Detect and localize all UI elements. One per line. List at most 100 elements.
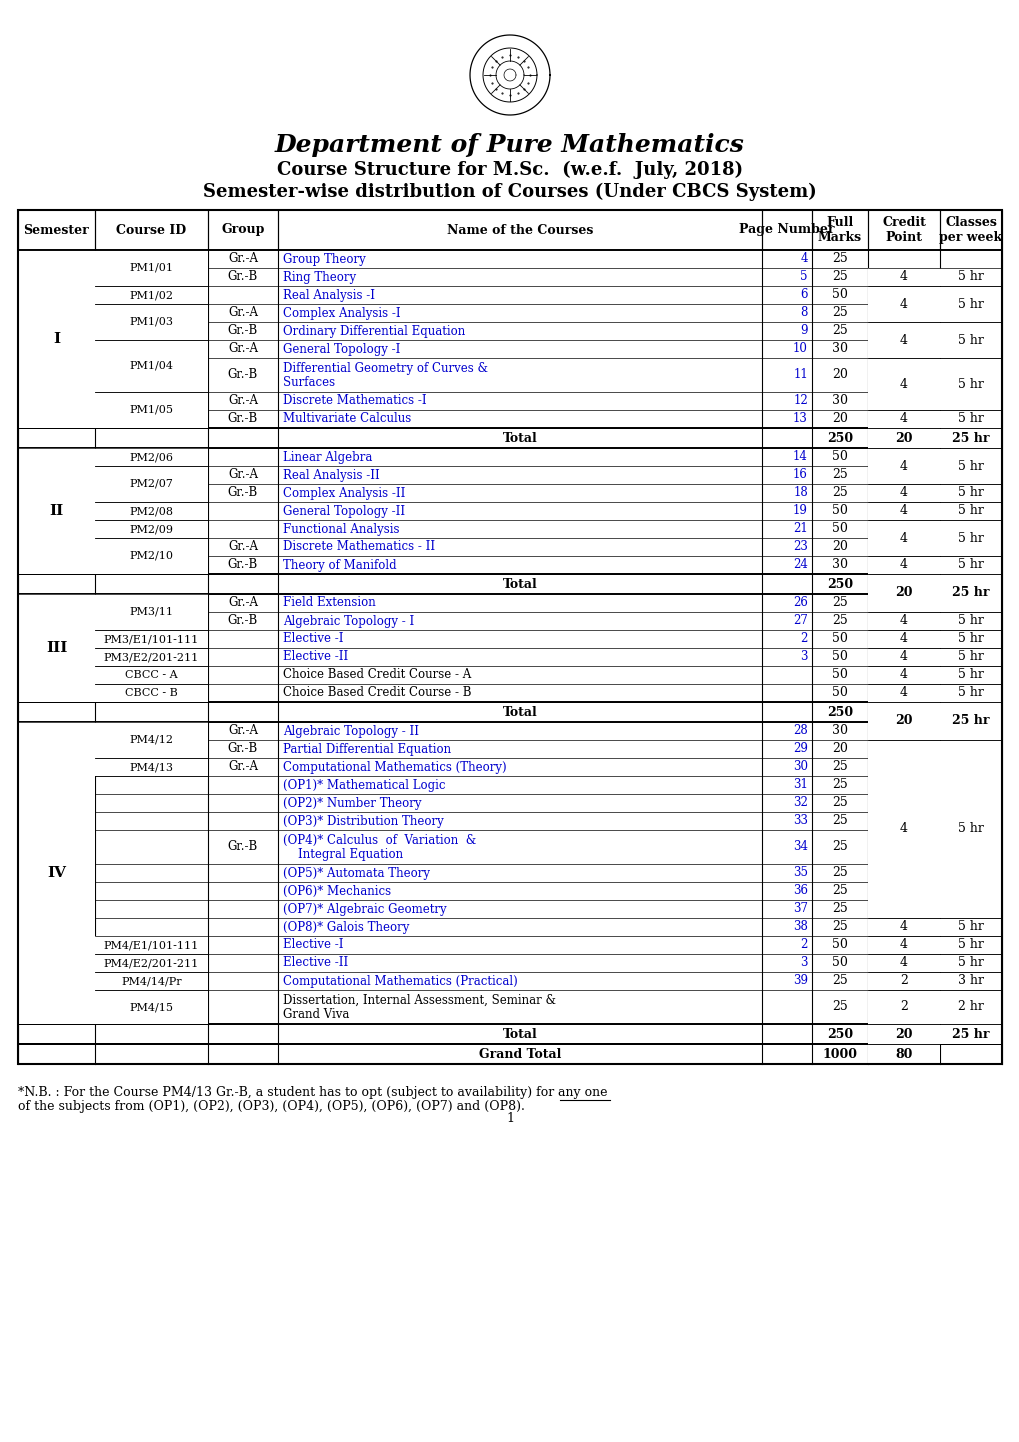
Text: Gr.-A: Gr.-A: [228, 541, 258, 554]
Text: I: I: [53, 332, 60, 346]
Bar: [95, 936, 208, 955]
Bar: [18, 211, 1001, 249]
Bar: [867, 955, 940, 972]
Bar: [867, 502, 940, 521]
Text: Gr.-B: Gr.-B: [227, 324, 258, 337]
Text: (OP7)* Algebraic Geometry: (OP7)* Algebraic Geometry: [282, 903, 446, 916]
Text: 25 hr: 25 hr: [952, 587, 988, 600]
Text: 25: 25: [832, 975, 847, 988]
Text: 4: 4: [899, 633, 907, 646]
Text: Group Theory: Group Theory: [282, 252, 366, 265]
Text: 5 hr: 5 hr: [957, 822, 983, 835]
Bar: [940, 972, 1001, 991]
Text: (OP1)* Mathematical Logic: (OP1)* Mathematical Logic: [282, 779, 445, 792]
Text: of the subjects from (OP1), (OP2), (OP3), (OP4), (OP5), (OP6), (OP7) and (OP8).: of the subjects from (OP1), (OP2), (OP3)…: [18, 1100, 525, 1113]
Bar: [867, 322, 940, 358]
Text: 25: 25: [832, 614, 847, 627]
Text: 20: 20: [832, 743, 847, 756]
Bar: [867, 666, 940, 684]
Text: 50: 50: [832, 956, 847, 969]
Text: 4: 4: [899, 505, 907, 518]
Bar: [867, 557, 940, 574]
Text: 2 hr: 2 hr: [957, 1001, 983, 1014]
Bar: [867, 268, 940, 286]
Text: Real Analysis -I: Real Analysis -I: [282, 288, 375, 301]
Text: 4: 4: [899, 650, 907, 663]
Text: PM4/14/Pr: PM4/14/Pr: [121, 976, 181, 986]
Text: Gr.-B: Gr.-B: [227, 558, 258, 571]
Text: 24: 24: [793, 558, 807, 571]
Bar: [867, 684, 940, 702]
Text: 20: 20: [832, 369, 847, 382]
Text: (OP5)* Automata Theory: (OP5)* Automata Theory: [282, 867, 430, 880]
Text: III: III: [46, 642, 67, 655]
Text: 8: 8: [800, 307, 807, 320]
Bar: [95, 249, 208, 286]
Bar: [867, 428, 940, 448]
Text: Gr.-A: Gr.-A: [228, 724, 258, 737]
Text: 4: 4: [899, 939, 907, 952]
Text: 29: 29: [793, 743, 807, 756]
Text: 25: 25: [832, 796, 847, 809]
Text: any one: any one: [557, 1086, 607, 1099]
Text: Gr.-A: Gr.-A: [228, 307, 258, 320]
Text: 25: 25: [832, 271, 847, 284]
Bar: [940, 936, 1001, 955]
Text: 4: 4: [899, 486, 907, 499]
Bar: [95, 448, 208, 466]
Text: 80: 80: [895, 1047, 912, 1060]
Bar: [940, 268, 1001, 286]
Text: PM1/04: PM1/04: [129, 360, 173, 371]
Text: PM2/07: PM2/07: [129, 479, 173, 489]
Text: 5 hr: 5 hr: [957, 297, 983, 310]
Text: 25: 25: [832, 841, 847, 854]
Text: Algebraic Topology - II: Algebraic Topology - II: [282, 724, 419, 737]
Bar: [940, 1024, 1001, 1044]
Text: Gr.-A: Gr.-A: [228, 252, 258, 265]
Text: Surfaces: Surfaces: [282, 376, 335, 389]
Text: 50: 50: [832, 650, 847, 663]
Text: 3: 3: [800, 650, 807, 663]
Text: 50: 50: [832, 669, 847, 682]
Text: Group: Group: [221, 224, 264, 236]
Bar: [867, 630, 940, 647]
Text: 5 hr: 5 hr: [957, 505, 983, 518]
Text: 250: 250: [826, 1028, 852, 1041]
Bar: [940, 955, 1001, 972]
Text: 250: 250: [826, 705, 852, 718]
Text: 5 hr: 5 hr: [957, 686, 983, 699]
Text: 4: 4: [899, 558, 907, 571]
Text: 4: 4: [899, 669, 907, 682]
Text: Gr.-B: Gr.-B: [227, 369, 258, 382]
Bar: [867, 611, 940, 630]
Text: 5: 5: [800, 271, 807, 284]
Text: (OP3)* Distribution Theory: (OP3)* Distribution Theory: [282, 815, 443, 828]
Text: (OP8)* Galois Theory: (OP8)* Galois Theory: [282, 920, 409, 933]
Bar: [940, 684, 1001, 702]
Text: Name of the Courses: Name of the Courses: [446, 224, 593, 236]
Text: 50: 50: [832, 450, 847, 463]
Bar: [867, 574, 940, 611]
Text: IV: IV: [47, 867, 66, 880]
Text: 4: 4: [899, 333, 907, 346]
Text: PM2/06: PM2/06: [129, 451, 173, 461]
Text: General Topology -I: General Topology -I: [282, 343, 400, 356]
Text: 10: 10: [793, 343, 807, 356]
Text: *N.B. : For the Course PM4/13 Gr.-B, a student has to opt (subject to availabili: *N.B. : For the Course PM4/13 Gr.-B, a s…: [18, 1086, 557, 1099]
Text: Classes
per week: Classes per week: [938, 216, 1002, 244]
Text: Theory of Manifold: Theory of Manifold: [282, 558, 396, 571]
Bar: [867, 647, 940, 666]
Text: Computational Mathematics (Theory): Computational Mathematics (Theory): [282, 760, 506, 773]
Text: 25: 25: [832, 1001, 847, 1014]
Text: PM1/01: PM1/01: [129, 262, 173, 273]
Bar: [95, 630, 208, 647]
Text: 30: 30: [832, 395, 847, 408]
Bar: [940, 611, 1001, 630]
Text: 5 hr: 5 hr: [957, 650, 983, 663]
Bar: [95, 340, 208, 392]
Text: 250: 250: [826, 577, 852, 591]
Text: 25 hr: 25 hr: [952, 431, 988, 444]
Text: PM4/E1/101-111: PM4/E1/101-111: [104, 940, 199, 950]
Text: Course Structure for M.Sc.  (w.e.f.  July, 2018): Course Structure for M.Sc. (w.e.f. July,…: [277, 162, 742, 179]
Text: 20: 20: [895, 1028, 912, 1041]
